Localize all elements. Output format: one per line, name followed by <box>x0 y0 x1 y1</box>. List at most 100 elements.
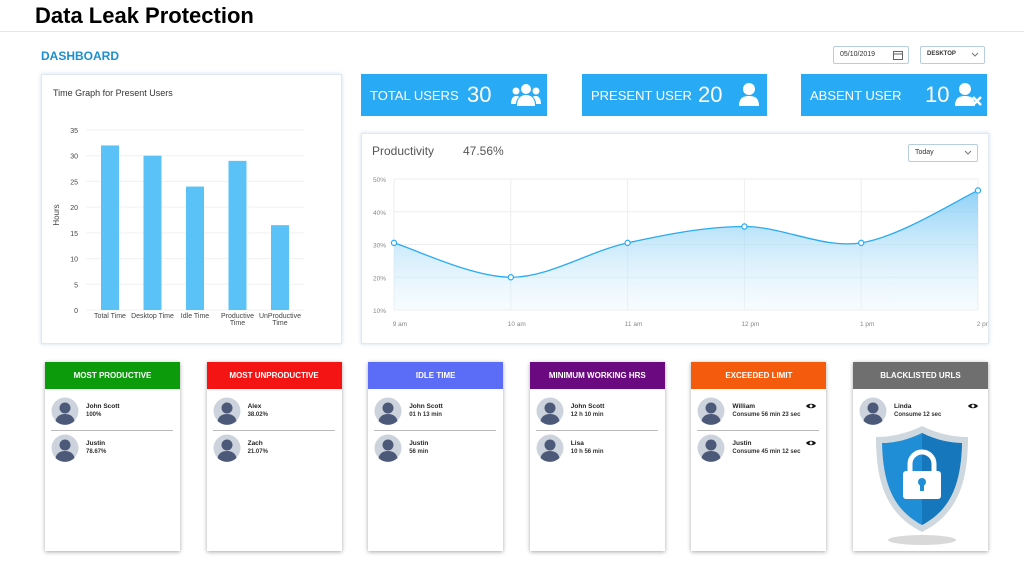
avatar-body <box>540 451 560 462</box>
y-tick-label: 30 <box>70 154 78 161</box>
point <box>858 239 865 247</box>
avatar-body <box>217 451 237 462</box>
bar <box>143 155 162 310</box>
user-name: Justin <box>86 440 106 447</box>
avatar <box>213 434 241 462</box>
avatar-head <box>59 439 71 451</box>
card-header: EXCEEDED LIMIT <box>691 362 827 389</box>
eye-pupil <box>809 404 813 408</box>
user-name: Lisa <box>570 440 584 447</box>
avatar <box>536 434 564 462</box>
user-name: Alex <box>247 403 262 410</box>
view-icon[interactable] <box>805 439 817 447</box>
avatar-body <box>378 414 398 425</box>
avatar-body <box>701 414 721 425</box>
card-header: MINIMUM WORKING HRS <box>529 362 665 389</box>
x-tick-label: 10 am <box>508 321 526 328</box>
user-detail: 38.02% <box>247 412 268 418</box>
avatar <box>859 397 887 425</box>
point <box>507 274 514 281</box>
x-tick-label: Idle Time <box>180 313 210 320</box>
bar-panel: Time Graph for Present Users Hours 0 5 10 1… <box>41 74 342 344</box>
eye-pupil <box>809 441 813 445</box>
user-detail: 56 min <box>409 449 429 455</box>
x-tick-label: 1 pm <box>860 321 874 328</box>
user-detail: 12 h 10 min <box>570 412 604 418</box>
user-name: Justin <box>409 440 429 447</box>
bar <box>101 145 119 310</box>
period-select[interactable]: Today <box>908 144 978 162</box>
card: MINIMUM WORKING HRS John Scott 12 h 10 min… <box>529 362 665 551</box>
eye-pupil <box>971 404 975 408</box>
y-tick-label: 30% <box>373 243 386 250</box>
avatar-body <box>863 414 883 425</box>
y-tick-label: 15 <box>70 231 78 238</box>
y-tick-label: 20% <box>373 275 386 282</box>
avatar-head <box>705 439 717 451</box>
shield-illustration <box>876 426 968 545</box>
page-title: Data Leak Protection <box>35 3 254 28</box>
y-tick-label: 10 <box>70 257 78 264</box>
bar <box>228 160 247 310</box>
users-icon <box>511 84 541 106</box>
line <box>393 189 979 278</box>
user-remove-icon <box>955 83 982 106</box>
avatar-head <box>221 402 233 414</box>
card: EXCEEDED LIMIT William Consume 56 min 23 s… <box>691 362 827 551</box>
x-tick-label: 12 pm <box>741 321 759 328</box>
y-tick-label: 50% <box>373 177 386 184</box>
y-tick-label: 25 <box>70 179 78 186</box>
x-tick-label: Productive Time <box>220 313 255 328</box>
separator <box>51 430 173 431</box>
avatar <box>697 397 725 425</box>
y-tick-label: 0 <box>74 308 78 315</box>
calendar-icon <box>893 51 903 60</box>
point <box>624 239 631 247</box>
card: MOST UNPRODUCTIVE Alex 38.02% Zach 21.07% <box>206 362 342 551</box>
chevron <box>971 52 979 57</box>
avatar-body <box>55 414 75 425</box>
user-detail: 10 h 56 min <box>570 449 604 455</box>
period-text: Today <box>915 149 934 156</box>
device-select[interactable]: DESKTOP <box>920 46 985 64</box>
x-tick-label: Desktop Time <box>131 313 174 320</box>
chart-title: Time Graph for Present Users <box>53 88 173 98</box>
stat-box: TOTAL USERS 30 <box>361 74 547 116</box>
user-detail: Consume 56 min 23 sec <box>732 412 801 418</box>
y-axis-label: Hours <box>52 204 61 225</box>
avatar <box>536 397 564 425</box>
x-tick-label: 11 am <box>625 321 643 328</box>
date-text: 05/10/2019 <box>840 51 876 58</box>
user-name: William <box>732 403 756 410</box>
productivity-panel: Productivity 47.56% Today 10% 20% 30% 40% 50… <box>361 133 989 344</box>
view-icon[interactable] <box>967 402 979 410</box>
date-picker[interactable]: 05/10/2019 <box>833 46 909 64</box>
user-name: Linda <box>894 403 912 410</box>
header-rule <box>0 31 1024 32</box>
avatar-head <box>544 439 556 451</box>
chart-title: Productivity <box>372 144 435 158</box>
stat-value: 30 <box>467 82 492 107</box>
user-name: John Scott <box>570 403 605 410</box>
avatar-head <box>867 402 879 414</box>
area <box>394 190 978 310</box>
point <box>741 223 748 230</box>
card-header: MOST PRODUCTIVE <box>45 362 180 389</box>
user-detail: Consume 12 sec <box>894 412 942 418</box>
stat-value: 10 <box>925 82 950 107</box>
separator <box>697 430 820 431</box>
view-icon[interactable] <box>805 402 817 410</box>
card-header: IDLE TIME <box>368 362 504 389</box>
device-text: DESKTOP <box>927 51 956 57</box>
avatar-head <box>221 439 233 451</box>
y-tick-label: 10% <box>373 308 386 315</box>
y-tick-label: 20 <box>70 205 78 212</box>
avatar-body <box>701 451 721 462</box>
avatar-body <box>55 451 75 462</box>
chevron <box>964 150 972 155</box>
user-name: Zach <box>247 440 263 447</box>
stat-box: ABSENT USER 10 <box>801 74 987 116</box>
y-tick-label: 35 <box>70 128 78 135</box>
user-name: John Scott <box>409 403 443 410</box>
